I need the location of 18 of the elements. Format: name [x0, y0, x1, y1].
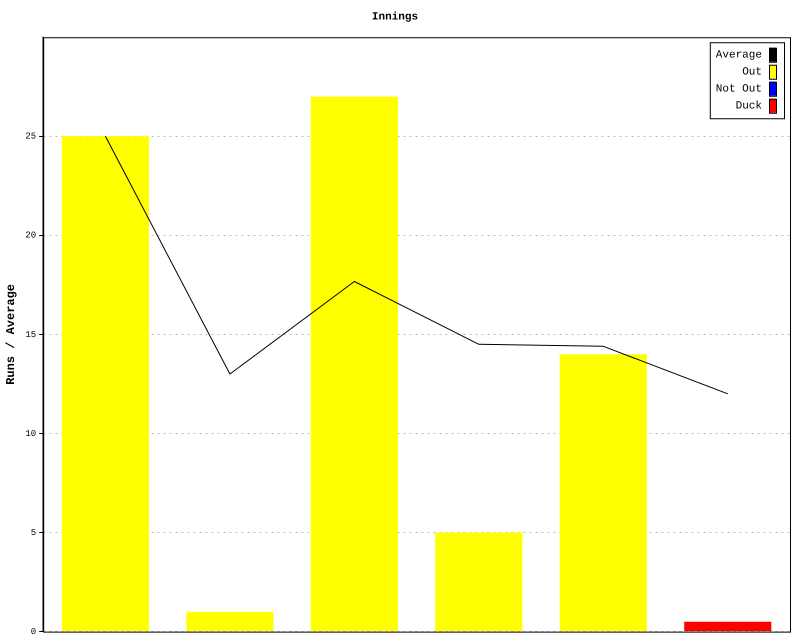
y-tick-label: 5	[30, 528, 36, 538]
chart-title: Innings	[372, 11, 418, 24]
bar	[186, 612, 274, 632]
bar	[62, 136, 149, 632]
legend-label: Average	[716, 50, 762, 62]
y-tick-label: 25	[25, 132, 36, 142]
legend-label: Duck	[736, 100, 762, 113]
bar	[435, 532, 522, 632]
y-tick-label: 10	[25, 428, 36, 439]
y-tick-label: 20	[25, 230, 36, 241]
y-tick-label: 0	[30, 626, 36, 637]
y-axis-title: Runs / Average	[4, 284, 18, 385]
bar	[684, 622, 772, 632]
bar	[560, 354, 647, 632]
legend-label: Not Out	[716, 84, 762, 96]
bar	[310, 96, 398, 632]
legend-label: Out	[742, 66, 762, 79]
y-tick-label: 15	[25, 330, 36, 340]
